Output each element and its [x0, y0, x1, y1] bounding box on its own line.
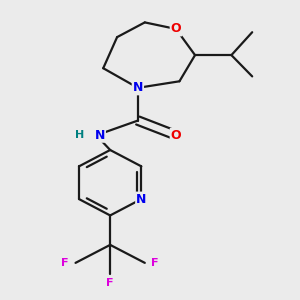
Text: O: O [171, 22, 181, 35]
Text: H: H [75, 130, 84, 140]
Text: O: O [171, 129, 181, 142]
Text: N: N [136, 193, 146, 206]
Text: N: N [94, 129, 105, 142]
Text: N: N [133, 81, 143, 94]
Text: F: F [152, 258, 159, 268]
Text: F: F [61, 258, 69, 268]
Text: F: F [106, 278, 114, 287]
